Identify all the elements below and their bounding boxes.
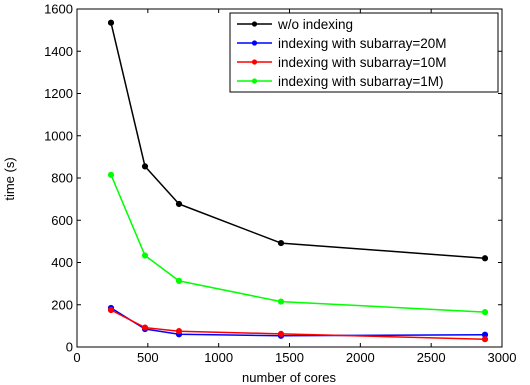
legend-label: indexing with subarray=20M <box>278 36 446 51</box>
series-3 <box>107 306 489 343</box>
y-tick-label: 1000 <box>44 128 73 143</box>
x-tick-label: 1000 <box>204 350 233 365</box>
y-tick-label: 400 <box>51 255 73 270</box>
series-4 <box>107 171 489 316</box>
series-1 <box>107 19 489 262</box>
legend: w/o indexing indexing with subarray=20M in… <box>229 12 499 93</box>
data-point <box>141 163 149 170</box>
y-tick-label: 800 <box>51 171 73 186</box>
legend-entry: indexing with subarray=10M <box>237 55 446 70</box>
y-tick-label: 600 <box>51 213 73 228</box>
data-point <box>481 309 489 316</box>
legend-label: w/o indexing <box>277 17 353 32</box>
data-point <box>107 19 115 26</box>
legend-label: indexing with subarray=1M) <box>278 74 443 89</box>
x-tick-label: 2500 <box>417 350 446 365</box>
x-tick-label: 3000 <box>488 350 517 365</box>
data-point <box>481 255 489 262</box>
data-point <box>107 171 115 178</box>
legend-entry: indexing with subarray=20M <box>237 36 446 51</box>
x-tick-label: 1500 <box>275 350 304 365</box>
legend-swatch-marker <box>251 59 258 65</box>
data-point <box>175 277 183 284</box>
legend-swatch-marker <box>251 78 258 84</box>
data-point <box>277 239 285 247</box>
legend-swatch-marker <box>251 40 258 46</box>
data-point <box>175 328 183 335</box>
legend-entry: w/o indexing <box>237 17 353 32</box>
y-tick-label: 200 <box>51 297 73 312</box>
x-axis-label: number of cores <box>242 370 336 385</box>
data-point <box>481 336 489 343</box>
series-group <box>107 19 489 343</box>
data-point <box>277 298 285 305</box>
data-point <box>107 306 115 314</box>
axes: 0 500 1000 1500 2000 2500 3000 0 200 400 600 800 100… <box>44 2 516 366</box>
y-axis-label: time (s) <box>2 157 17 200</box>
data-point <box>141 252 149 259</box>
x-tick-label: 500 <box>137 350 159 365</box>
legend-box <box>229 12 499 93</box>
y-tick-label: 1200 <box>44 86 73 101</box>
legend-swatch-marker <box>251 21 258 27</box>
legend-label: indexing with subarray=10M <box>278 55 446 70</box>
x-tick-label: 2000 <box>346 350 375 365</box>
y-tick-label: 0 <box>66 340 73 355</box>
data-point <box>175 200 183 208</box>
x-tick-label: 0 <box>73 350 80 365</box>
y-tick-label: 1400 <box>44 44 73 59</box>
data-point <box>277 330 285 338</box>
y-tick-label: 1600 <box>44 2 73 17</box>
data-point <box>141 324 149 331</box>
legend-entry: indexing with subarray=1M) <box>237 74 443 89</box>
